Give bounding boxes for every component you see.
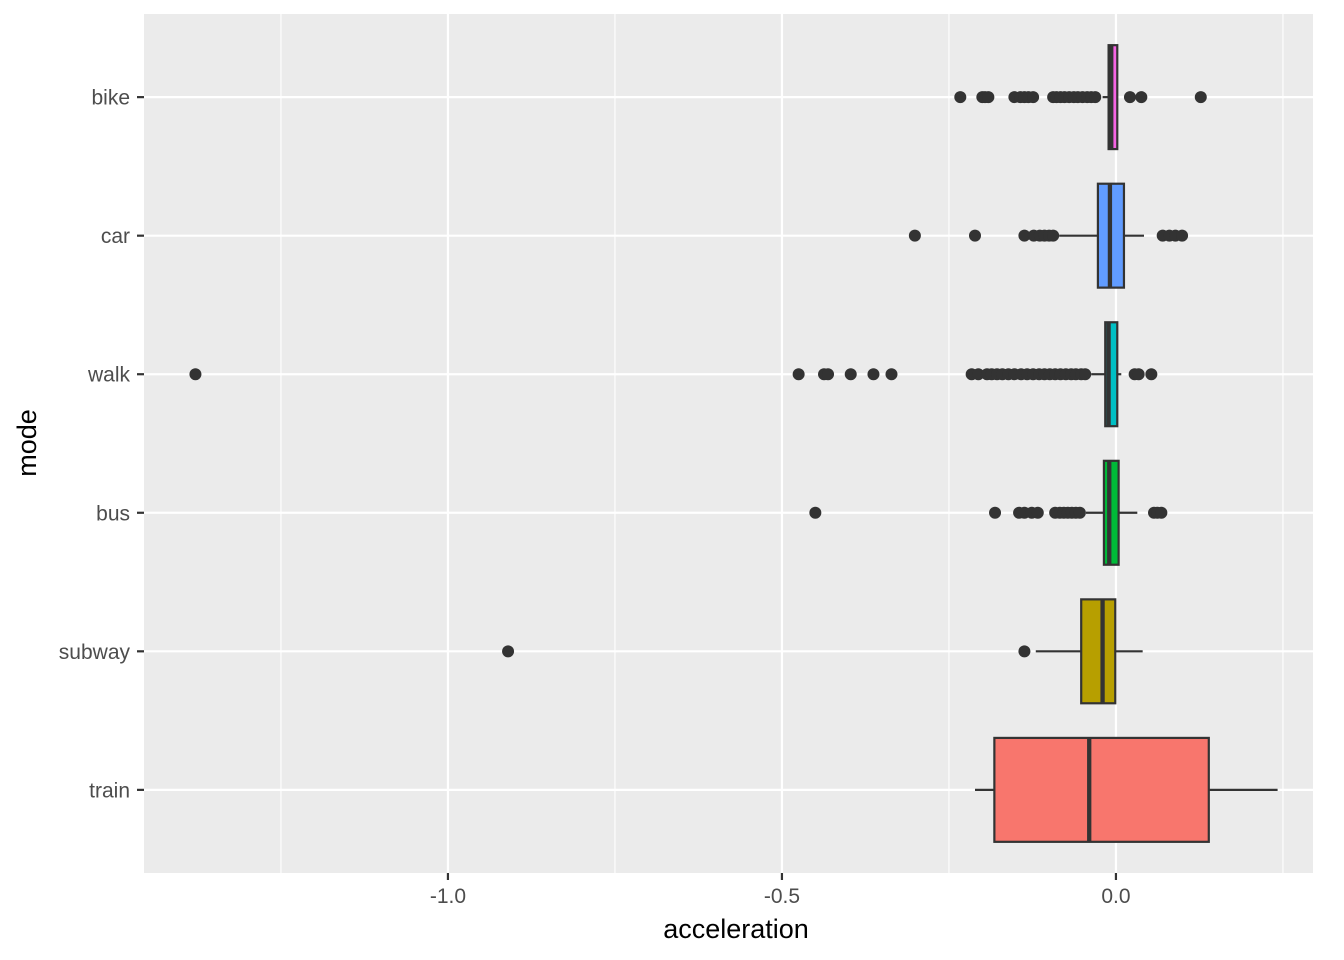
box-group-walk xyxy=(189,321,1158,428)
outlier-point-walk xyxy=(822,368,835,381)
outlier-point-walk xyxy=(189,368,202,381)
box-group-bike xyxy=(954,44,1207,151)
x-tick-label: -1.0 xyxy=(430,885,466,908)
y-tick-label-car: car xyxy=(101,225,130,248)
x-tick-label: 0.0 xyxy=(1101,885,1130,908)
outlier-point-bike xyxy=(1123,91,1136,104)
box-group-car xyxy=(908,182,1189,289)
outlier-point-bike xyxy=(1089,91,1102,104)
outlier-point-walk xyxy=(1132,368,1145,381)
y-tick-label-walk: walk xyxy=(87,364,131,387)
y-tick-label-bike: bike xyxy=(91,87,130,110)
box-group-subway xyxy=(502,598,1143,705)
outlier-point-walk xyxy=(885,368,898,381)
y-axis-title: mode xyxy=(12,409,42,477)
outlier-point-bus xyxy=(1155,506,1168,519)
y-tick-label-subway: subway xyxy=(59,641,131,664)
outlier-point-car xyxy=(1047,229,1060,242)
outlier-point-car xyxy=(1176,229,1189,242)
outlier-point-car xyxy=(1018,229,1031,242)
x-axis: -1.0 -0.5 0.0 xyxy=(430,873,1131,908)
y-tick-label-bus: bus xyxy=(96,502,130,525)
outlier-point-bike xyxy=(982,91,995,104)
box-group-train xyxy=(974,736,1278,843)
box-subway xyxy=(1080,598,1117,705)
x-axis-title: acceleration xyxy=(663,914,809,944)
outlier-point-bike xyxy=(1135,91,1148,104)
outlier-point-walk xyxy=(792,368,805,381)
outlier-point-car xyxy=(968,229,981,242)
outlier-point-bike xyxy=(954,91,967,104)
outlier-point-walk xyxy=(1145,368,1158,381)
outlier-point-walk xyxy=(867,368,880,381)
outlier-point-walk xyxy=(844,368,857,381)
outlier-point-walk xyxy=(972,368,985,381)
box-train xyxy=(993,736,1210,843)
outlier-point-subway xyxy=(502,645,515,658)
outlier-point-bike xyxy=(1027,91,1040,104)
y-axis: bike car walk bus subway train xyxy=(59,87,144,802)
outlier-point-bus xyxy=(809,506,822,519)
outlier-point-bus xyxy=(1073,506,1086,519)
plot-panel xyxy=(144,14,1313,873)
boxes xyxy=(189,44,1278,843)
outlier-point-bus xyxy=(989,506,1002,519)
x-tick-label: -0.5 xyxy=(764,885,800,908)
outlier-point-walk xyxy=(1079,368,1092,381)
outlier-point-bus xyxy=(1031,506,1044,519)
outlier-point-subway xyxy=(1018,645,1031,658)
box-group-bus xyxy=(809,459,1168,566)
outlier-point-car xyxy=(908,229,921,242)
y-tick-label-train: train xyxy=(89,779,130,802)
outlier-point-bike xyxy=(1194,91,1207,104)
